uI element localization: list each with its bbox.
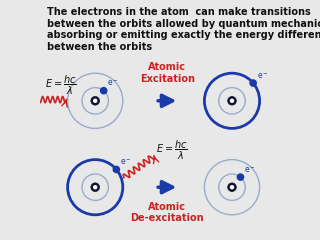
Text: e$^-$: e$^-$: [257, 71, 269, 81]
Text: Atomic
De-excitation: Atomic De-excitation: [130, 202, 204, 223]
Text: $E = \dfrac{hc}{\lambda}$: $E = \dfrac{hc}{\lambda}$: [156, 139, 188, 162]
Circle shape: [228, 183, 236, 192]
Text: $E = \dfrac{hc}{\lambda}$: $E = \dfrac{hc}{\lambda}$: [45, 74, 77, 97]
Circle shape: [94, 99, 97, 102]
Circle shape: [100, 88, 107, 94]
Circle shape: [230, 99, 234, 102]
Text: e$^-$: e$^-$: [120, 157, 132, 167]
Circle shape: [91, 96, 100, 105]
Circle shape: [237, 174, 244, 180]
Circle shape: [91, 183, 100, 192]
Circle shape: [228, 96, 236, 105]
Circle shape: [250, 80, 256, 86]
Text: The electrons in the atom  can make transitions
between the orbits allowed by qu: The electrons in the atom can make trans…: [47, 7, 320, 52]
Text: e$^-$: e$^-$: [108, 78, 119, 88]
Circle shape: [94, 186, 97, 189]
Circle shape: [113, 166, 119, 173]
Circle shape: [230, 186, 234, 189]
Text: e$^-$: e$^-$: [244, 165, 256, 174]
Text: Atomic
Excitation: Atomic Excitation: [140, 62, 195, 84]
